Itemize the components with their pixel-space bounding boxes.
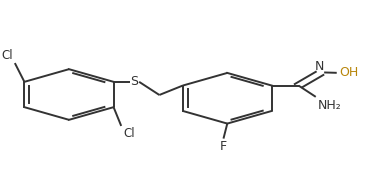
Text: N: N xyxy=(315,60,324,73)
Text: F: F xyxy=(220,139,227,153)
Text: Cl: Cl xyxy=(1,49,13,62)
Text: NH₂: NH₂ xyxy=(318,99,341,112)
Text: OH: OH xyxy=(339,66,359,79)
Text: Cl: Cl xyxy=(123,127,135,140)
Text: S: S xyxy=(131,75,138,88)
